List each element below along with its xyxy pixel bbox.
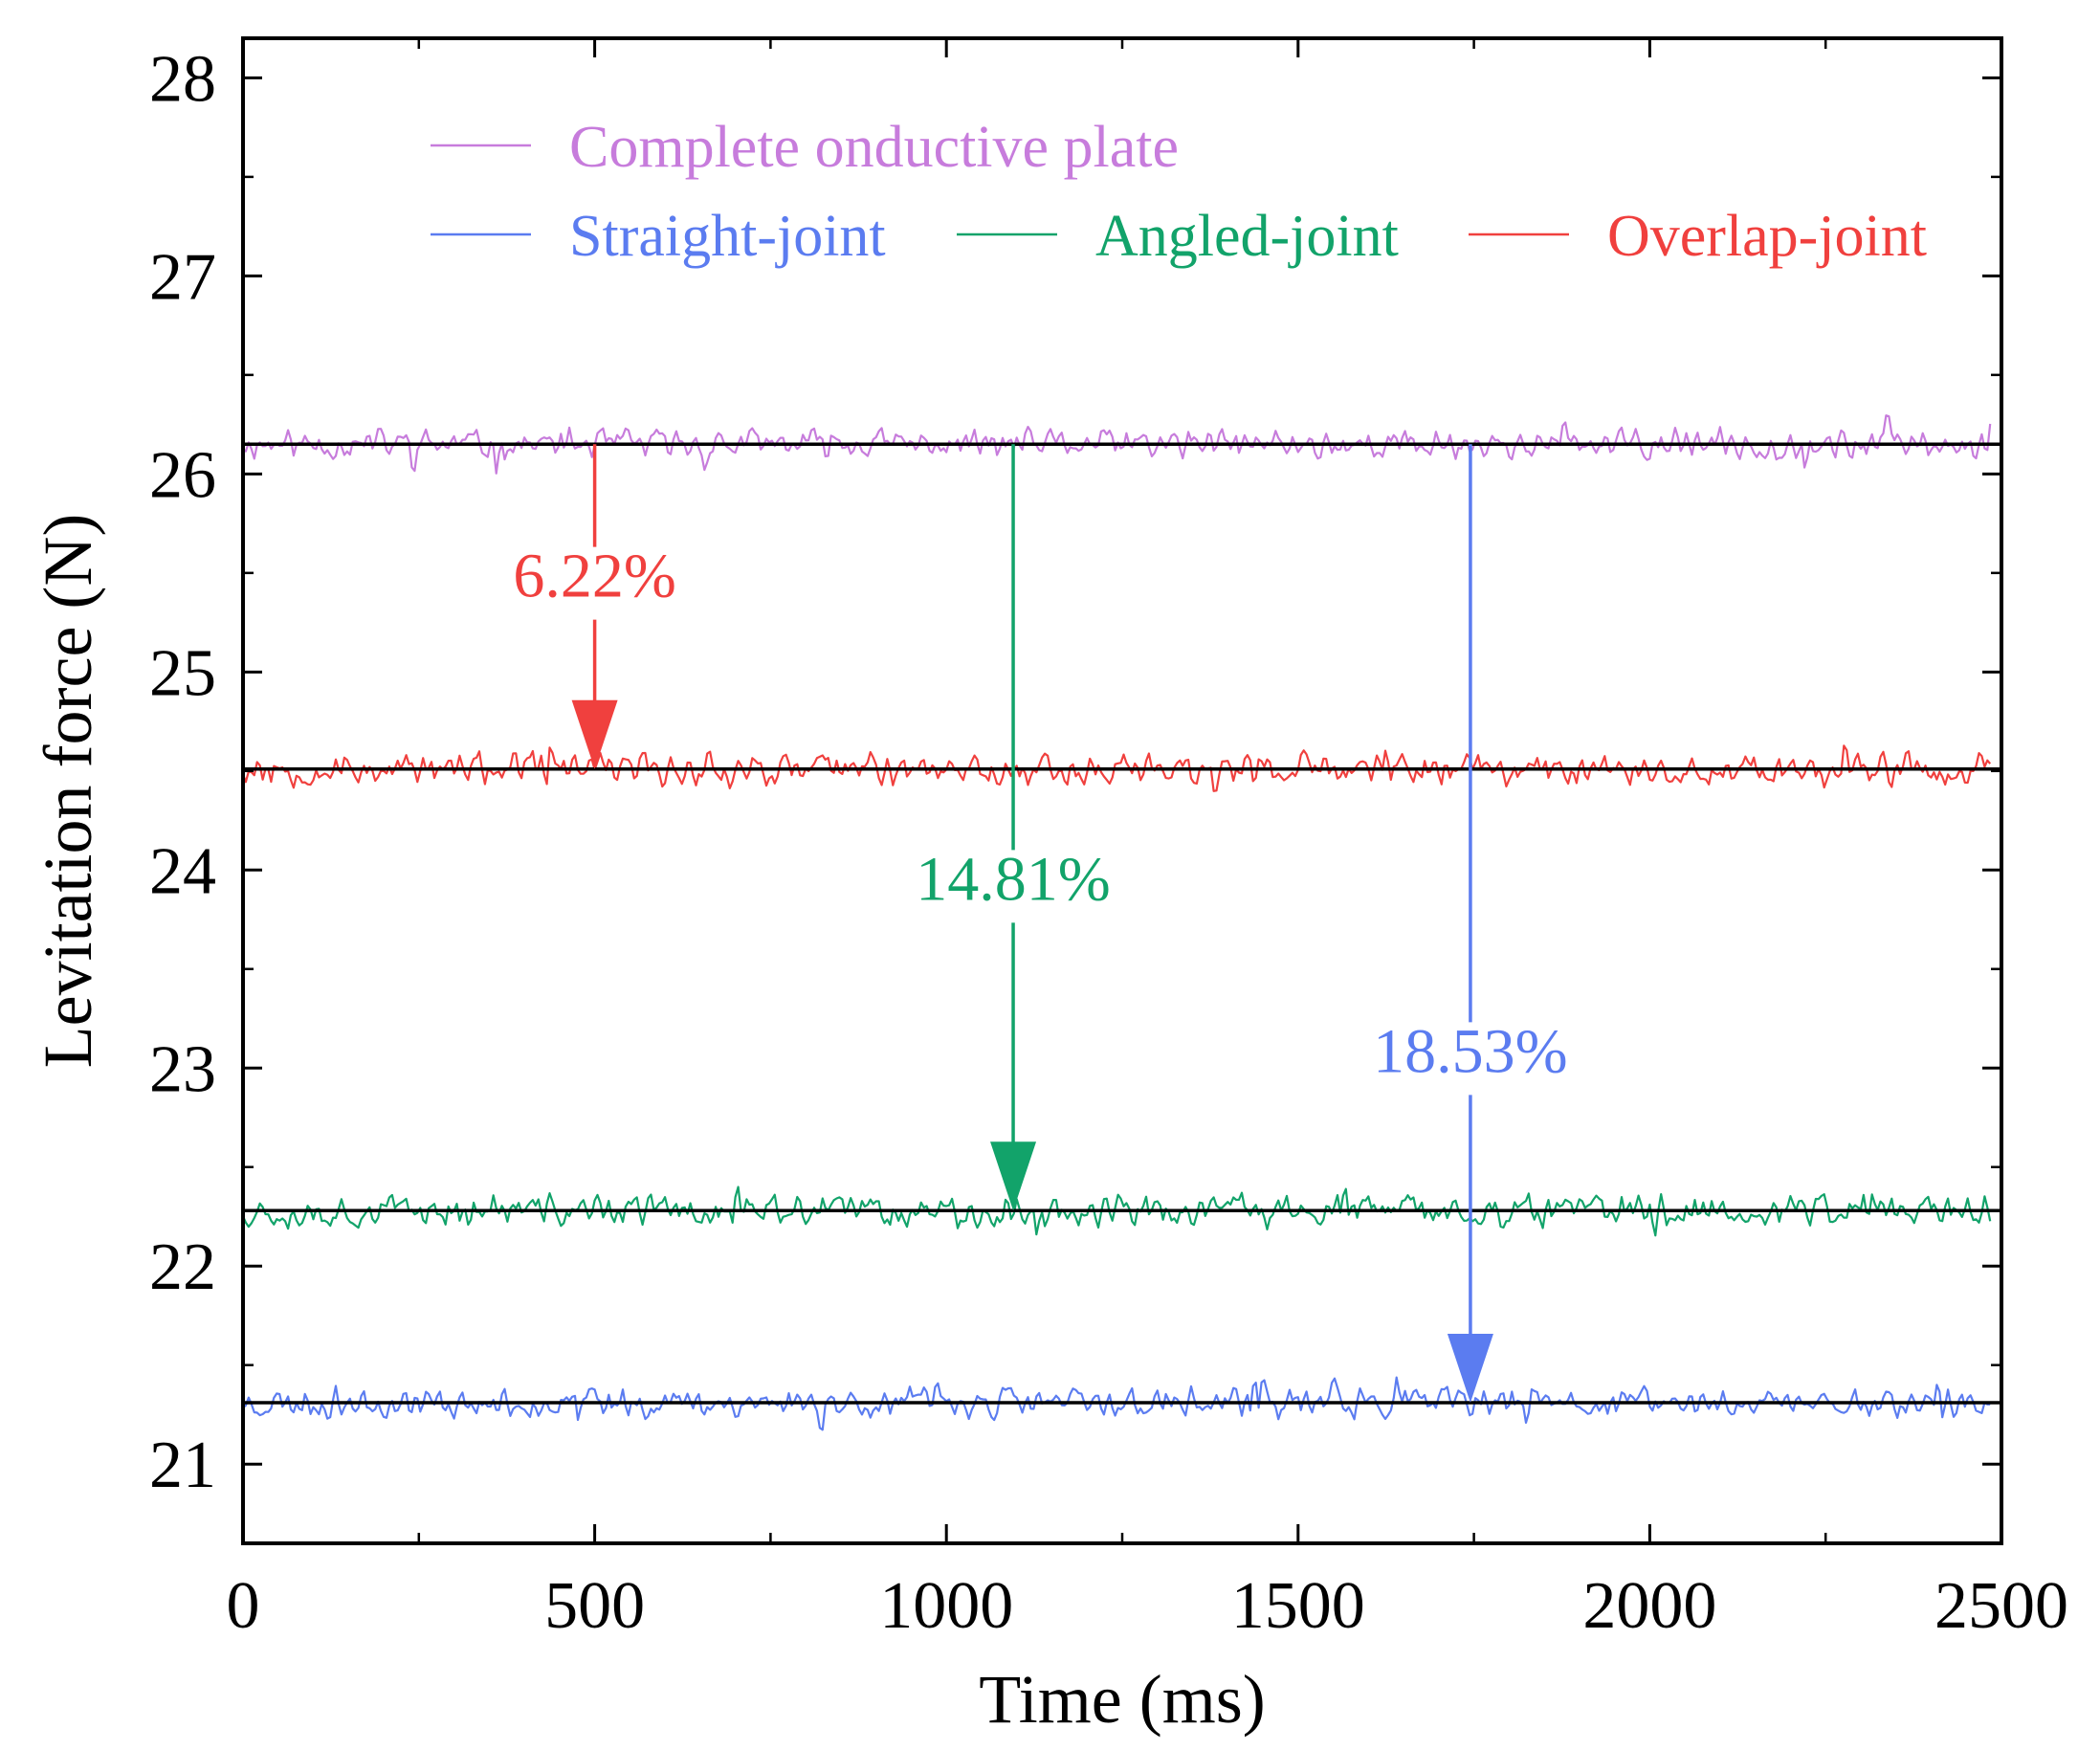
y-axis-title: Levitation force (N) [30,514,106,1069]
series-line-2 [241,1185,1992,1237]
arrow-head-0 [571,699,618,769]
series-line-0 [242,414,1992,475]
x-tick-label-2: 1000 [879,1569,1013,1643]
legend-label-1: Straight-joint [569,204,886,269]
x-tick-label-3: 1500 [1231,1569,1365,1643]
series-line-3 [241,744,1992,792]
y-tick-label-7: 28 [149,42,216,116]
y-tick-label-3: 24 [149,834,216,908]
y-tick-label-6: 27 [149,240,216,314]
x-tick-label-0: 0 [227,1569,260,1643]
legend-label-2: Angled-joint [1095,204,1399,269]
x-tick-label-4: 2000 [1582,1569,1716,1643]
y-tick-label-2: 23 [149,1032,216,1106]
annotation-label-0: 6.22% [513,542,675,611]
reference-lines [243,442,2001,1405]
x-tick-label-1: 500 [544,1569,645,1643]
axes: 0 500 1000 1500 2000 2500 21 22 23 24 25 26 27 28 [149,36,2068,1643]
annotations: 6.22% 14.81% 18.53% [513,444,1568,1404]
series-layer [241,414,1992,1431]
y-tick-label-4: 25 [149,636,216,710]
x-tick-label-5: 2500 [1934,1569,2068,1643]
annotation-label-2: 18.53% [1373,1016,1567,1086]
y-tick-label-5: 26 [149,438,216,512]
arrow-head-2 [1447,1334,1493,1404]
legend-label-3: Overlap-joint [1607,204,1927,269]
annotation-label-1: 14.81% [916,844,1110,914]
x-axis-title: Time (ms) [979,1661,1265,1738]
y-tick-label-0: 21 [149,1429,216,1502]
legend-label-0: Complete onductive plate [569,115,1179,180]
y-tick-label-1: 22 [149,1230,216,1304]
legend: Complete onductive plate Straight-joint An… [431,115,1927,269]
arrow-head-1 [990,1141,1037,1211]
